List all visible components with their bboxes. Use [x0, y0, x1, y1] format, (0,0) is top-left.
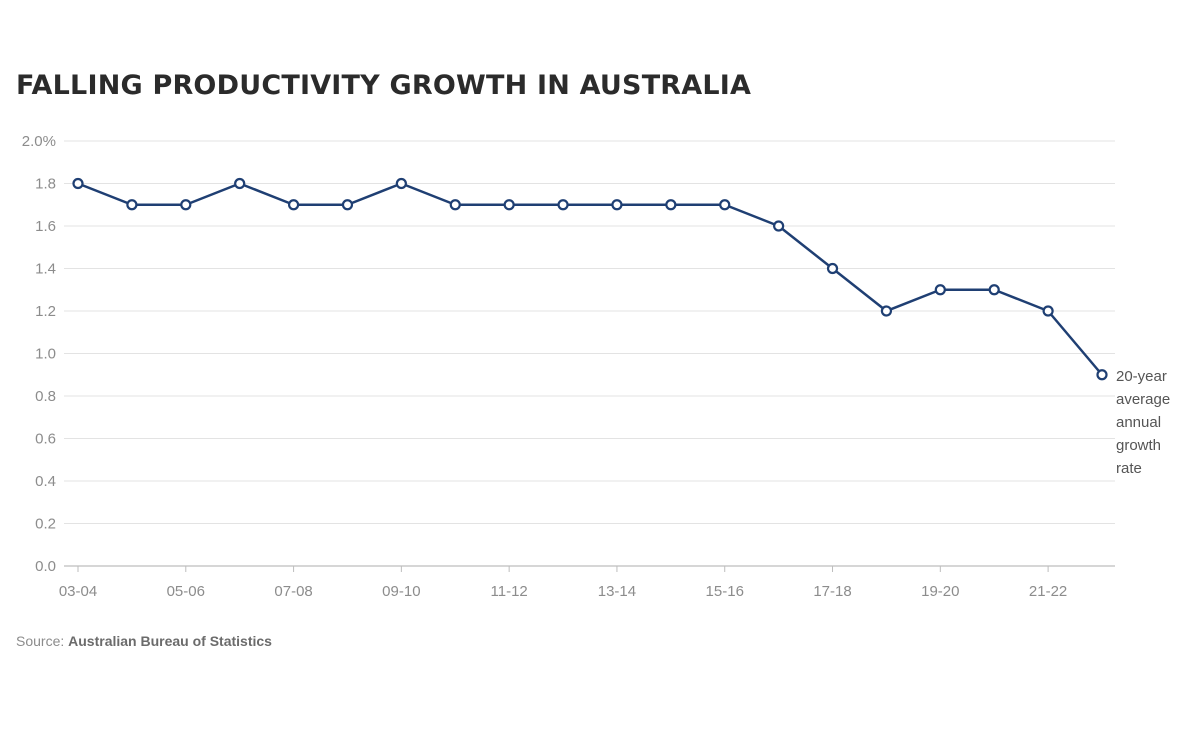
data-point [988, 284, 1000, 296]
x-axis-labels: 03-04 05-06 07-08 09-10 11-12 13-14 15-16 17-18… [59, 583, 1067, 600]
y-tick-label: 0.8 [35, 388, 56, 405]
x-tick-label: 15-16 [706, 583, 744, 600]
annotation-line: rate [1116, 460, 1142, 477]
y-tick-label: 0.0 [35, 558, 56, 575]
data-point [880, 305, 893, 317]
chart-title: FALLING PRODUCTIVITY GROWTH IN AUSTRALIA [16, 70, 752, 101]
y-tick-label: 1.4 [35, 261, 56, 278]
x-tick-label: 05-06 [167, 583, 205, 600]
annotation-line: annual [1116, 414, 1161, 431]
data-point [395, 177, 407, 190]
source-note: Source: Australian Bureau of Statistics [16, 633, 272, 649]
y-tick-label: 1.2 [35, 303, 56, 320]
data-point [557, 199, 569, 211]
series-productivity [72, 177, 1108, 381]
source-prefix: Source: [16, 633, 65, 649]
annotation-line: 20-year [1116, 368, 1167, 385]
data-point [287, 199, 300, 211]
data-point [773, 220, 785, 232]
data-point [449, 199, 461, 211]
x-tick-label: 09-10 [382, 583, 420, 600]
data-point [341, 199, 354, 211]
data-point [1096, 369, 1108, 381]
y-tick-label: 0.4 [35, 473, 56, 490]
x-tick-label: 13-14 [598, 583, 636, 600]
x-tick-label: 03-04 [59, 583, 97, 600]
x-tick-label: 17-18 [813, 583, 851, 600]
y-tick-label: 2.0% [22, 133, 56, 150]
data-point [72, 177, 84, 190]
x-axis-ticks [77, 566, 1049, 572]
x-tick-label: 07-08 [274, 583, 312, 600]
data-point [826, 262, 839, 275]
y-tick-label: 1.8 [35, 176, 56, 193]
data-point [126, 199, 138, 211]
data-point [234, 177, 246, 190]
y-axis-labels: 2.0% 1.8 1.6 1.4 1.2 1.0 0.8 0.6 0.4 0.2 0.0 [22, 133, 56, 575]
series-line [77, 182, 1103, 376]
y-tick-label: 0.2 [35, 516, 56, 533]
data-point [719, 199, 731, 211]
data-point [934, 284, 946, 296]
source-name: Australian Bureau of Statistics [68, 633, 272, 649]
grid-lines [64, 140, 1115, 524]
data-point [503, 199, 515, 211]
y-tick-label: 1.6 [35, 218, 56, 235]
y-tick-label: 1.0 [35, 346, 56, 363]
data-point [1042, 305, 1054, 317]
annotation-line: average [1116, 391, 1170, 408]
data-point [611, 199, 623, 211]
x-tick-label: 11-12 [491, 583, 528, 600]
annotation-20-year-average: 20-year average annual growth rate [1116, 368, 1170, 477]
annotation-line: growth [1116, 437, 1161, 454]
y-tick-label: 0.6 [35, 431, 56, 448]
x-tick-label: 19-20 [921, 583, 959, 600]
data-point [665, 199, 677, 211]
x-tick-label: 21-22 [1029, 583, 1067, 600]
data-point [180, 199, 192, 211]
